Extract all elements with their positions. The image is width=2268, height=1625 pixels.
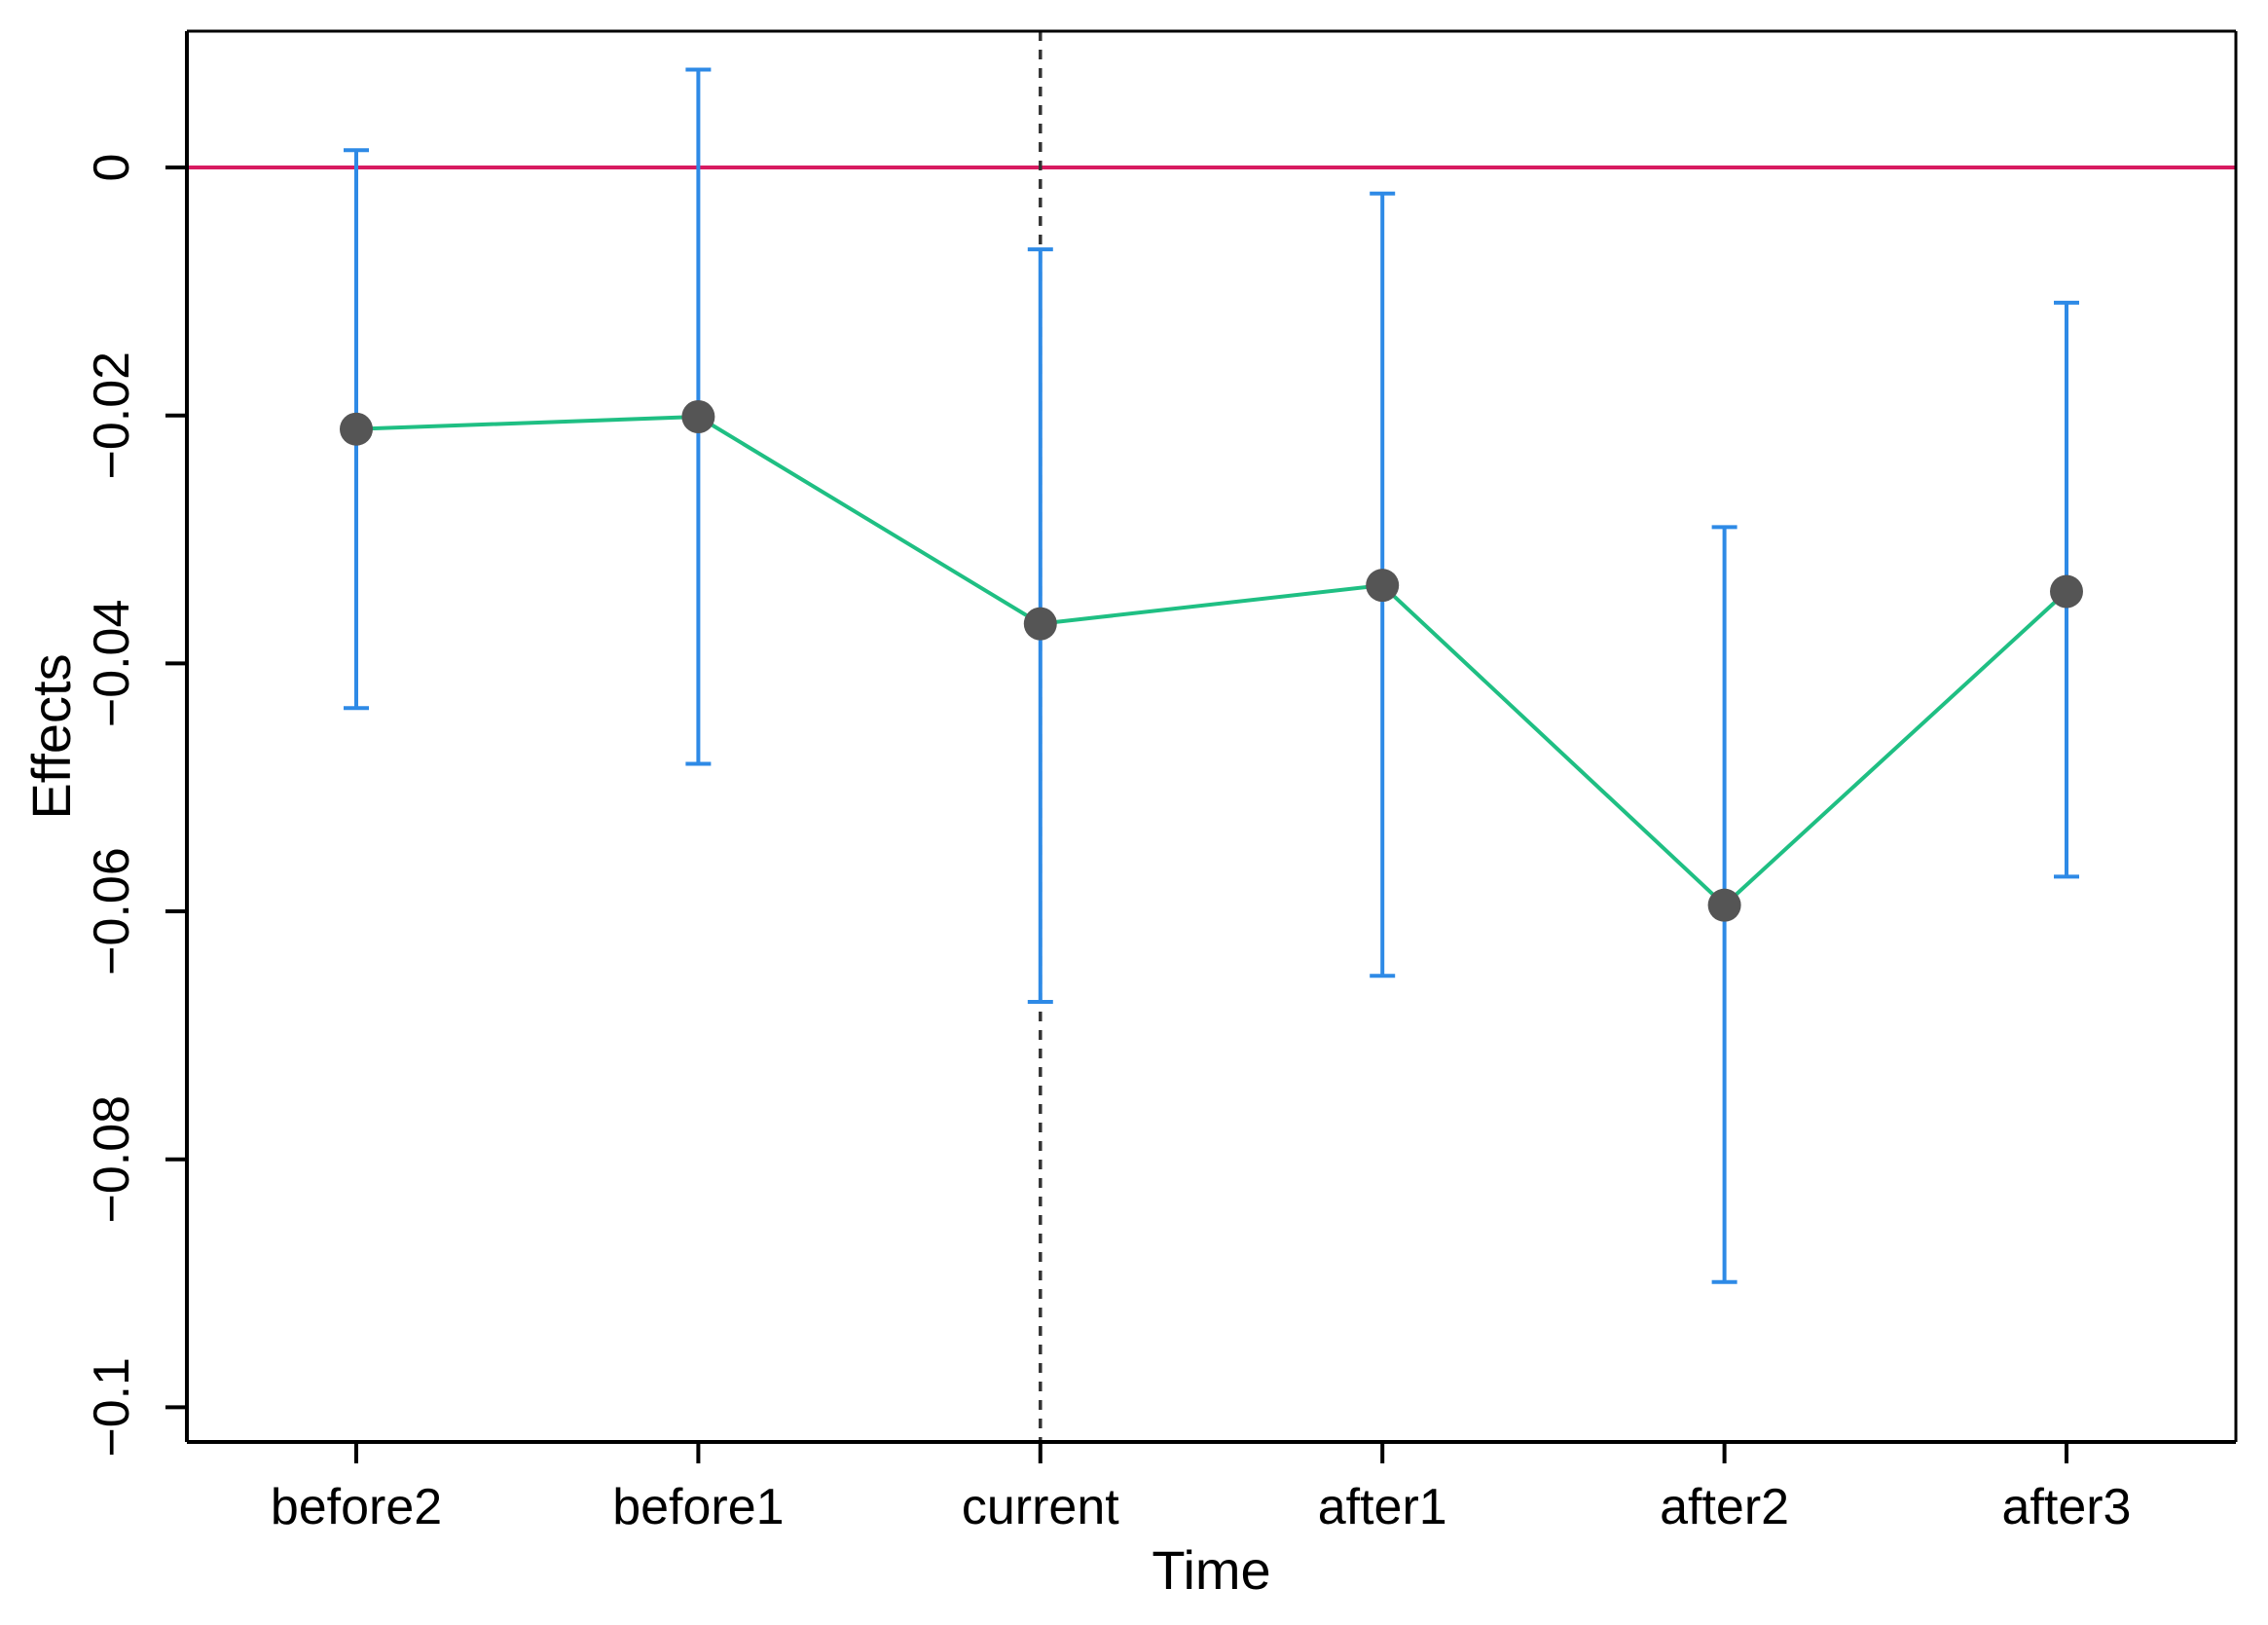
x-axis-title: Time — [1152, 1539, 1270, 1601]
y-tick-label: −0.08 — [84, 1095, 140, 1224]
x-tick-label-before2: before2 — [271, 1479, 442, 1535]
series-line-layer — [355, 414, 2068, 907]
y-axis-title: Effects — [20, 653, 82, 819]
data-point-after2 — [1707, 888, 1741, 922]
error-bars-layer — [344, 67, 2079, 1284]
x-tick-label-after2: after2 — [1660, 1479, 1789, 1535]
data-point-before1 — [681, 399, 715, 433]
x-tick-label-after1: after1 — [1318, 1479, 1447, 1535]
y-tick-label: 0 — [84, 154, 140, 182]
y-tick-label: −0.1 — [84, 1357, 140, 1458]
reference-lines-layer — [187, 31, 2236, 1442]
y-tick-label: −0.06 — [84, 847, 140, 976]
x-tick-label-before1: before1 — [612, 1479, 784, 1535]
data-point-before2 — [340, 412, 373, 446]
y-tick-label: −0.04 — [84, 600, 140, 728]
series-line — [355, 414, 2068, 907]
y-tick-label: −0.02 — [84, 351, 140, 480]
axes-layer: 0 −0.02 −0.04 −0.06 −0.08 −0.1 before2 before1 c… — [84, 29, 2238, 1535]
points-layer — [340, 399, 2083, 922]
x-tick-label-after3: after3 — [2002, 1479, 2132, 1535]
x-tick-label-current: current — [962, 1479, 1119, 1535]
data-point-current — [1023, 607, 1057, 641]
data-point-after1 — [1366, 569, 1400, 603]
data-point-after3 — [2050, 574, 2083, 609]
